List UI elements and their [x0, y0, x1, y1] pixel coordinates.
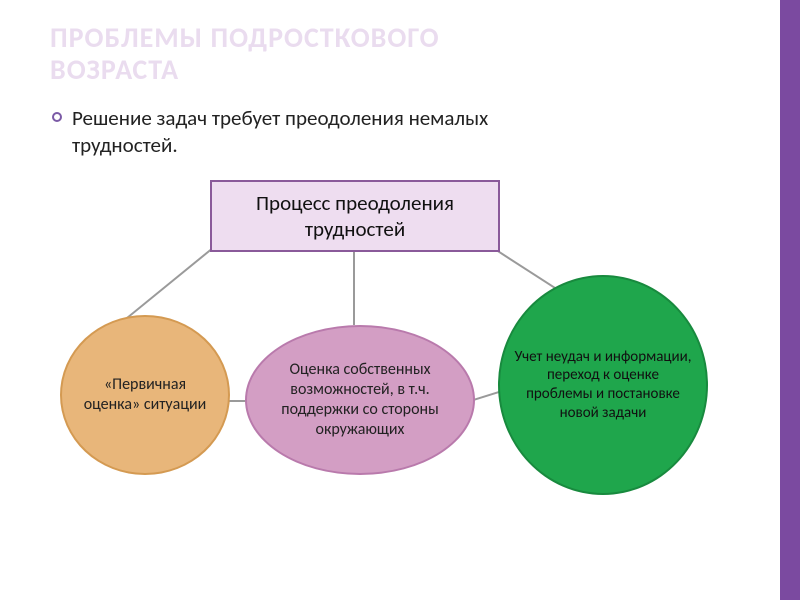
bullet-block: Решение задач требует преодоления немалы…: [52, 105, 572, 160]
bullet-text: Решение задач требует преодоления немалы…: [72, 105, 572, 160]
process-box-label: Процесс преодоления трудностей: [212, 190, 498, 242]
bullet-icon: [52, 112, 62, 122]
node-n2: Оценка собственных возможностей, в т.ч. …: [245, 325, 475, 475]
connector-0: [119, 248, 212, 325]
title-line-2: ВОЗРАСТА: [50, 54, 440, 86]
node-label-n1: «Первичная оценка» ситуации: [76, 375, 214, 415]
accent-bar: [780, 0, 800, 600]
node-n1: «Первичная оценка» ситуации: [60, 315, 230, 475]
connector-2: [497, 250, 560, 292]
title-line-1: ПРОБЛЕМЫ ПОДРОСТКОВОГО: [50, 22, 440, 54]
node-n3: Учет неудач и информации, переход к оцен…: [498, 275, 708, 495]
page-title: ПРОБЛЕМЫ ПОДРОСТКОВОГО ВОЗРАСТА: [50, 22, 440, 86]
process-box: Процесс преодоления трудностей: [210, 180, 500, 252]
node-label-n3: Учет неудач и информации, переход к оцен…: [514, 348, 692, 423]
node-label-n2: Оценка собственных возможностей, в т.ч. …: [261, 360, 459, 440]
connector-1: [353, 252, 355, 325]
